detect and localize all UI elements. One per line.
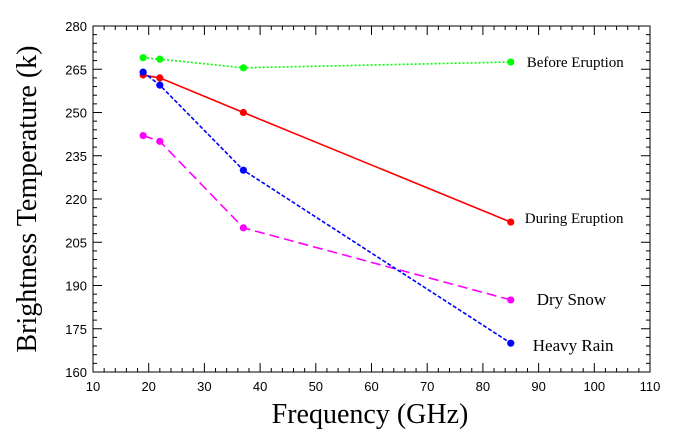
- series-points: [139, 54, 515, 347]
- series-label-before-eruption: Before Eruption: [527, 55, 625, 71]
- data-point-heavy-rain: [156, 81, 164, 89]
- series-lines: [142, 56, 512, 344]
- series-line-heavy-rain: [142, 71, 512, 344]
- data-point-before-eruption: [239, 64, 247, 72]
- y-tick-label: 265: [65, 62, 87, 77]
- series-line-dry-snow: [142, 134, 511, 301]
- y-tick-label: 235: [65, 149, 87, 164]
- y-tick-label: 175: [65, 322, 87, 337]
- data-point-before-eruption: [507, 58, 515, 66]
- y-tick-label: 220: [65, 192, 87, 207]
- x-tick-label: 30: [197, 379, 211, 394]
- data-point-before-eruption: [156, 55, 164, 63]
- tick-labels: 10 20 30 40 50 60 70 80 90 100 110 160 175 190 205 220 2…: [65, 19, 660, 394]
- series-line-during-eruption: [142, 74, 512, 223]
- x-tick-label: 100: [583, 379, 605, 394]
- axis-ticks: [92, 25, 651, 373]
- y-axis-title: Brightness Temperature (k): [12, 46, 43, 353]
- x-tick-label: 40: [253, 379, 267, 394]
- x-axis-title: Frequency (GHz): [272, 399, 469, 430]
- series-line-before-eruption: [143, 56, 511, 69]
- x-tick-label: 20: [141, 379, 155, 394]
- y-tick-label: 190: [65, 279, 87, 294]
- series-label-dry-snow: Dry Snow: [537, 290, 607, 309]
- data-point-dry-snow: [139, 131, 147, 140]
- data-point-dry-snow: [239, 224, 247, 232]
- data-point-heavy-rain: [507, 339, 515, 347]
- data-point-during-eruption: [156, 74, 164, 82]
- x-tick-label: 60: [364, 379, 378, 394]
- data-point-during-eruption: [507, 218, 515, 226]
- x-tick-label: 90: [531, 379, 545, 394]
- data-point-dry-snow: [156, 137, 164, 145]
- data-point-heavy-rain: [139, 68, 147, 76]
- y-tick-label: 205: [65, 235, 87, 250]
- data-point-dry-snow: [507, 296, 515, 304]
- series-label-heavy-rain: Heavy Rain: [533, 336, 614, 355]
- x-tick-label: 50: [309, 379, 323, 394]
- series-label-during-eruption: During Eruption: [525, 211, 624, 227]
- x-tick-label: 80: [476, 379, 490, 394]
- plot-frame: [92, 25, 651, 373]
- data-point-heavy-rain: [239, 166, 247, 174]
- y-tick-label: 280: [65, 19, 87, 34]
- y-tick-label: 250: [65, 106, 87, 121]
- data-point-before-eruption: [139, 54, 147, 62]
- x-tick-label: 70: [420, 379, 434, 394]
- y-tick-label: 160: [65, 365, 87, 380]
- series-labels: Before Eruption During Eruption Dry Snow He…: [525, 55, 625, 355]
- x-tick-label: 10: [86, 379, 100, 394]
- data-point-during-eruption: [239, 108, 247, 117]
- x-tick-label: 110: [640, 379, 661, 394]
